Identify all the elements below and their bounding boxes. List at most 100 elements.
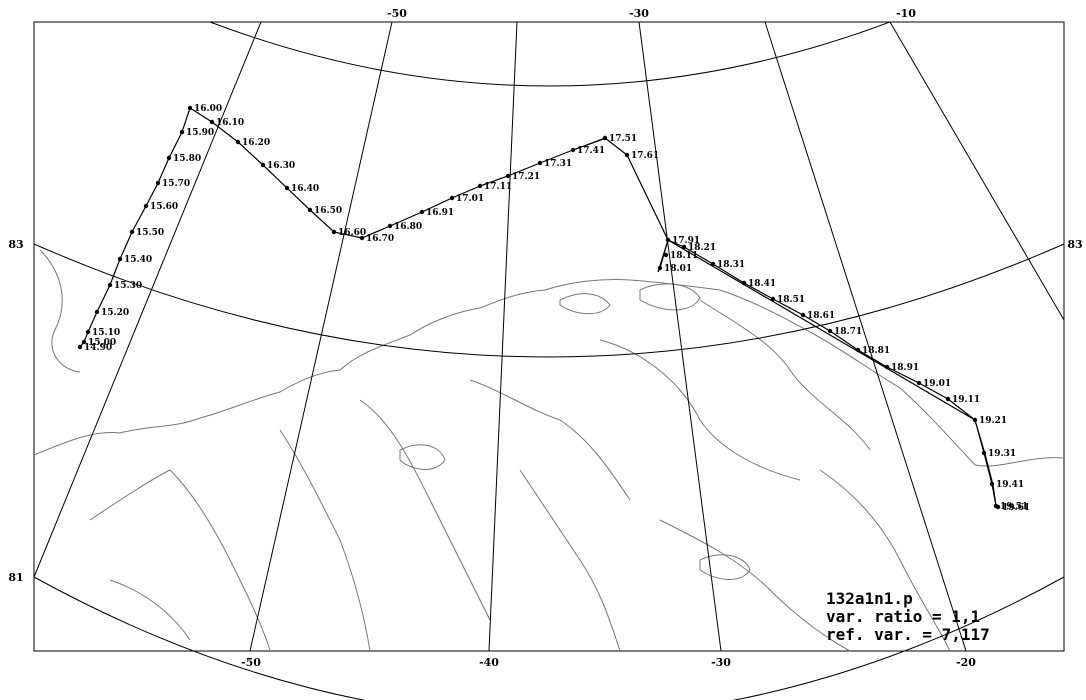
track-point-label: 16.70: [366, 234, 394, 244]
bottom-lon-label: -40: [479, 656, 499, 669]
track-point: [624, 152, 630, 158]
track-point: [85, 329, 91, 335]
track-point: [916, 380, 922, 386]
track-point-label: 19.21: [979, 416, 1007, 426]
meridian-1: [33, 21, 262, 578]
track-point: [741, 280, 747, 286]
track-point: [800, 312, 806, 318]
meridian-3: [488, 21, 518, 652]
track-point: [477, 183, 483, 189]
track-point: [945, 396, 951, 402]
track-point-label: 15.20: [101, 308, 129, 318]
track-point-label: 18.81: [862, 346, 890, 356]
track-point-label: 15.00: [88, 338, 116, 348]
track-point-label: 18.71: [834, 327, 862, 337]
top-lon-label: -30: [629, 7, 649, 20]
track-point-label: 18.01: [664, 264, 692, 274]
track-point: [663, 252, 669, 258]
meridian-6: [889, 21, 1065, 321]
track-point: [665, 237, 671, 243]
left-lat-label: 83: [8, 238, 23, 251]
track-point-label: 16.30: [267, 161, 295, 171]
track-point: [602, 135, 608, 141]
track-point-label: 17.11: [484, 182, 512, 192]
coastline-island-1: [639, 283, 701, 311]
track-point: [129, 229, 135, 235]
track-point-label: 16.10: [216, 118, 244, 128]
track-point-label: 16.60: [338, 228, 366, 238]
track-point: [260, 162, 266, 168]
track-point-label: 19.51: [1000, 502, 1028, 512]
track-point: [387, 223, 393, 229]
track-point: [284, 185, 290, 191]
track-point: [884, 364, 890, 370]
track-point-label: 17.21: [512, 172, 540, 182]
track-point-label: 15.80: [173, 154, 201, 164]
track-point-label: 16.91: [426, 208, 454, 218]
track-point: [77, 344, 83, 350]
track-point-label: 16.20: [242, 138, 270, 148]
axis-labels: -50 -30 -10 -50 -40 -30 -20 83 81 83: [8, 7, 1082, 669]
track-point-label: 16.00: [194, 104, 222, 114]
track-point: [235, 139, 241, 145]
track-point-label: 15.40: [124, 255, 152, 265]
track-point-label: 16.80: [394, 222, 422, 232]
track-point-label: 19.31: [988, 449, 1016, 459]
track-point: [855, 347, 861, 353]
info-box: 132a1n1.p var. ratio = 1,1 ref. var. = 7…: [826, 589, 990, 644]
top-lon-label: -50: [387, 7, 407, 20]
coastline-fjord-4: [469, 379, 631, 501]
coastline-lake-1: [399, 444, 446, 470]
track-point: [179, 129, 185, 135]
track-point-label: 17.51: [609, 134, 637, 144]
track-point: [359, 235, 365, 241]
right-lat-label: 83: [1067, 238, 1082, 251]
coastline-lake-2: [699, 554, 751, 580]
map-frame: [33, 21, 1065, 652]
track-point: [770, 296, 776, 302]
track-point: [307, 207, 313, 213]
track-point: [187, 105, 193, 111]
track-point-label: 17.91: [672, 236, 700, 246]
coastline-group: [33, 249, 1065, 652]
track-point-label: 18.21: [688, 243, 716, 253]
track-point-label: 15.30: [114, 281, 142, 291]
track-point: [419, 209, 425, 215]
track-point-label: 18.61: [807, 311, 835, 321]
track-point: [155, 180, 161, 186]
track-point-label: 17.31: [544, 159, 572, 169]
coastline-fjord-7: [819, 469, 951, 652]
track-point: [449, 195, 455, 201]
track-point: [827, 328, 833, 334]
coastline-fjord-9: [109, 579, 191, 641]
track-line: [79, 107, 999, 508]
track-point-label: 15.60: [150, 202, 178, 212]
track-point-label: 18.91: [891, 363, 919, 373]
track-point-label: 19.61: [1002, 503, 1030, 513]
info-line-2: var. ratio = 1,1: [826, 607, 980, 626]
coastline-fjord-3: [359, 399, 491, 621]
top-lon-label: -10: [896, 7, 916, 20]
track-point: [505, 173, 511, 179]
track-point: [94, 309, 100, 315]
parallel-upper: [209, 21, 891, 87]
track-point-label: 19.41: [996, 480, 1024, 490]
track-point: [143, 203, 149, 209]
track-point-label: 14.90: [84, 343, 112, 353]
meridian-2: [249, 21, 393, 652]
track-point-label: 17.01: [456, 194, 484, 204]
track-point: [972, 417, 978, 423]
parallel-83: [33, 243, 1065, 358]
track-point-label: 19.11: [952, 395, 980, 405]
track-point: [570, 147, 576, 153]
track-point-label: 17.61: [631, 151, 659, 161]
track-point: [989, 481, 995, 487]
bottom-lon-label: -20: [956, 656, 976, 669]
track-point-label: 18.51: [777, 295, 805, 305]
track-point: [209, 119, 215, 125]
bottom-lon-label: -50: [241, 656, 261, 669]
track-point-label: 18.11: [670, 251, 698, 261]
track-point: [117, 256, 123, 262]
parallel-81: [33, 576, 1065, 700]
coastline-fjord-10: [519, 469, 621, 652]
